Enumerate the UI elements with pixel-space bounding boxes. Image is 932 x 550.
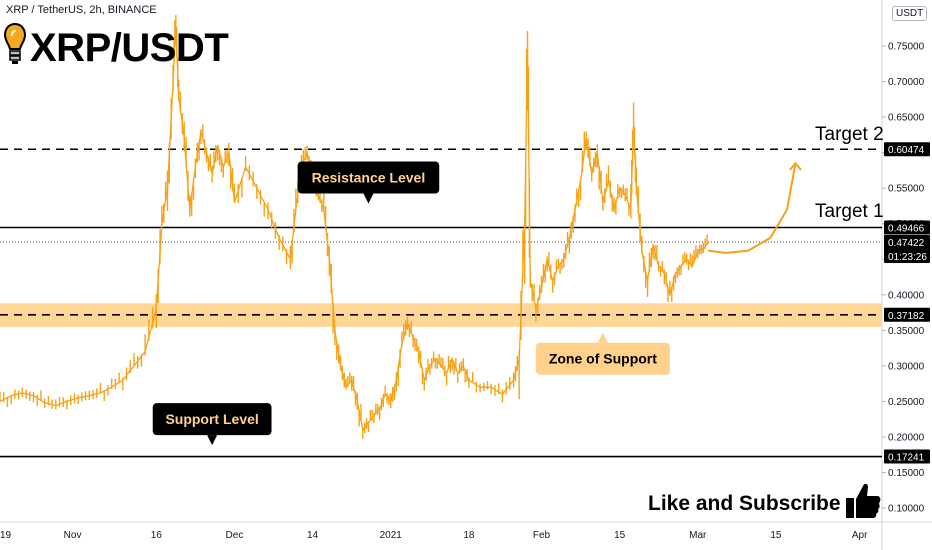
- y-tick-label: 0.10000: [888, 504, 925, 515]
- y-tick-label: 0.70000: [888, 77, 925, 88]
- price-tag-label: 0.47422: [888, 238, 925, 249]
- x-tick-label: 15: [614, 530, 626, 541]
- price-tag-label: 0.37182: [888, 311, 925, 322]
- y-tick-label: 0.55000: [888, 184, 925, 195]
- projection-line: [707, 162, 797, 254]
- price-tag-box: [884, 220, 930, 235]
- x-tick-label: Nov: [64, 530, 82, 541]
- x-axis[interactable]: 19 Nov 16 Dec 14 2021 18 Feb 15 Mar 15 Apr: [0, 530, 868, 541]
- y-tick-label: 0.30000: [888, 361, 925, 372]
- y-tick-label: 0.75000: [888, 42, 925, 53]
- x-tick-label: 2021: [380, 530, 403, 541]
- callout-box: [297, 161, 440, 194]
- price-tag-label: 0.49466: [888, 223, 925, 234]
- price-tag-label: 0.17241: [888, 453, 925, 464]
- target-labels: Target 1 Target 2: [815, 124, 884, 222]
- x-tick-label: 19: [0, 530, 12, 541]
- callout-label: Resistance Level: [312, 169, 426, 185]
- price-tag-label: 0.60474: [888, 145, 925, 156]
- price-tag-box: [884, 449, 930, 464]
- x-tick-label: 14: [307, 530, 319, 541]
- callout-label: Zone of Support: [549, 351, 657, 367]
- y-tick-label: 0.25000: [888, 397, 925, 408]
- callout-pointer: [363, 193, 374, 204]
- x-tick-label: 18: [463, 530, 475, 541]
- y-tick-label: 0.40000: [888, 290, 925, 301]
- callout: Zone of Support: [535, 332, 670, 375]
- callout-pointer: [597, 332, 608, 343]
- x-tick-label: 16: [151, 530, 163, 541]
- y-tick-label: 0.65000: [888, 113, 925, 124]
- callout-box: [152, 403, 272, 436]
- y-tick-label: 0.35000: [888, 326, 925, 337]
- x-tick-label: 15: [770, 530, 782, 541]
- price-tag-box: [884, 142, 930, 157]
- projection-arrowhead: [789, 161, 802, 171]
- brand: XRP/USDT: [3, 22, 229, 73]
- x-tick-label: Feb: [533, 530, 551, 541]
- projection-path: [707, 161, 802, 254]
- price-levels: [0, 148, 882, 458]
- x-tick-label: Mar: [689, 530, 707, 541]
- callout: Resistance Level: [297, 161, 440, 204]
- price-tag-box: [884, 307, 930, 322]
- callout: Support Level: [152, 403, 272, 446]
- symbol-header: XRP / TetherUS, 2h, BINANCE: [6, 4, 157, 16]
- thumbs-up-icon: [845, 482, 881, 525]
- subscribe-callout: Like and Subscribe: [648, 482, 881, 525]
- callout-pointer: [207, 435, 218, 446]
- target-label: Target 1: [815, 201, 884, 222]
- currency-selector[interactable]: USDT: [892, 6, 928, 21]
- target-label: Target 2: [815, 124, 884, 145]
- y-tick-label: 0.20000: [888, 432, 925, 443]
- annotations: Resistance Level Support Level Zone of Sup…: [152, 161, 670, 446]
- y-tick-label: 0.15000: [888, 468, 925, 479]
- price-tags: 0.60474 0.49466 0.47422 01:23:26 0.37182 0.17…: [884, 142, 930, 464]
- lightbulb-icon: [3, 22, 27, 73]
- brand-title: XRP/USDT: [30, 25, 229, 70]
- callout-label: Support Level: [165, 411, 258, 427]
- subscribe-text: Like and Subscribe: [648, 491, 841, 515]
- y-axis[interactable]: 0.10000 0.15000 0.20000 0.25000 0.30000 0.350…: [882, 42, 925, 515]
- callout-box: [535, 342, 670, 375]
- countdown-label: 01:23:26: [888, 252, 927, 263]
- x-tick-label: Dec: [226, 530, 244, 541]
- x-tick-label: Apr: [852, 530, 868, 541]
- price-tag-box: [884, 235, 930, 264]
